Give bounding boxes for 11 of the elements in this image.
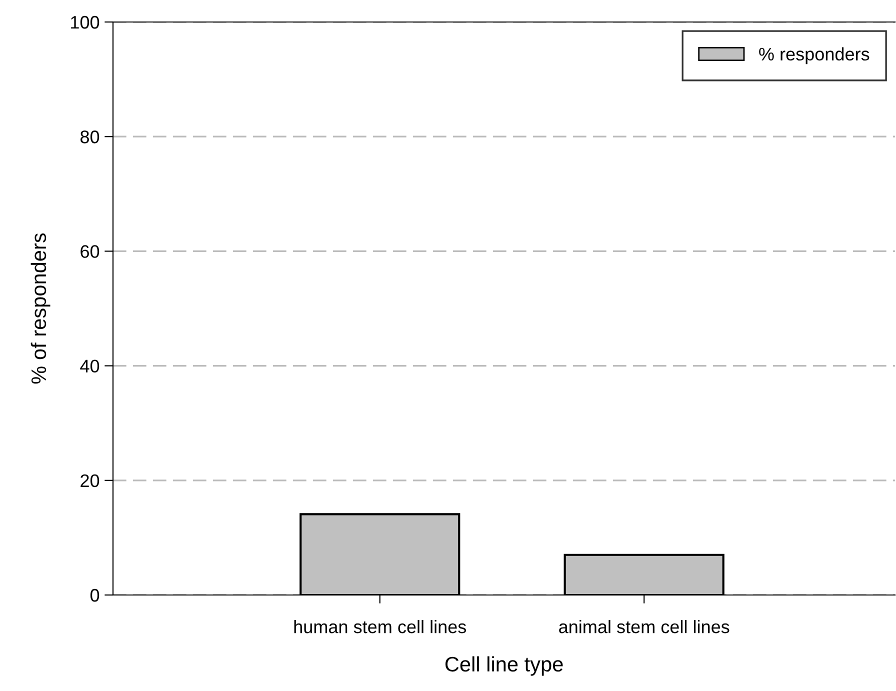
y-tick-label: 40 <box>80 360 100 373</box>
x-tick-label: animal stem cell lines <box>559 620 730 634</box>
x-tick-label: human stem cell lines <box>294 620 466 634</box>
y-tick-label: 100 <box>71 16 100 29</box>
y-tick-label: 0 <box>90 588 100 602</box>
legend-label: % responders <box>759 47 870 64</box>
x-axis-title: Cell line type <box>445 656 563 676</box>
y-axis-title: % of responders <box>30 233 50 384</box>
y-tick-label: 20 <box>80 474 100 488</box>
y-tick-label: 80 <box>80 130 100 144</box>
y-tick-label: 60 <box>80 245 100 258</box>
